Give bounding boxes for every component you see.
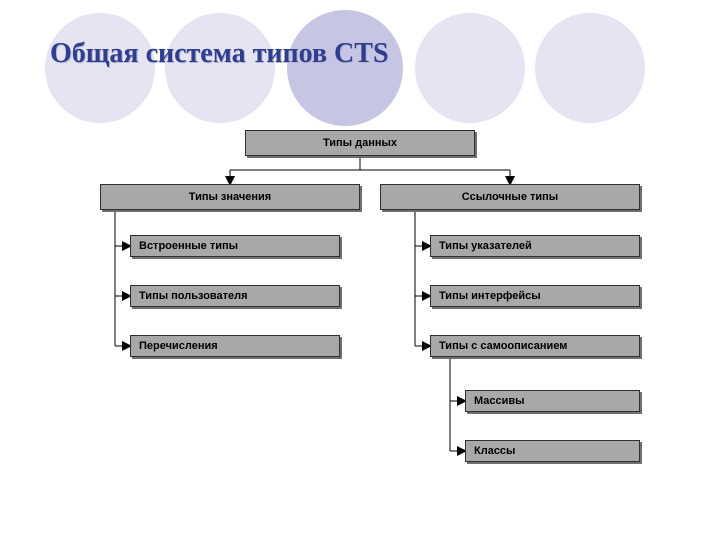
diagram: Типы данных Типы значения Ссылочные типы… xyxy=(0,0,720,540)
slide-title: Общая система типов CTS xyxy=(50,38,389,70)
box-ref-types: Ссылочные типы xyxy=(380,184,640,210)
box-enums: Перечисления xyxy=(130,335,340,357)
box-selfdesc: Типы с самоописанием xyxy=(430,335,640,357)
box-value-types: Типы значения xyxy=(100,184,360,210)
box-pointers: Типы указателей xyxy=(430,235,640,257)
box-arrays: Массивы xyxy=(465,390,640,412)
box-classes: Классы xyxy=(465,440,640,462)
box-builtin: Встроенные типы xyxy=(130,235,340,257)
box-root: Типы данных xyxy=(245,130,475,156)
box-interfaces: Типы интерфейсы xyxy=(430,285,640,307)
box-user-types: Типы пользователя xyxy=(130,285,340,307)
